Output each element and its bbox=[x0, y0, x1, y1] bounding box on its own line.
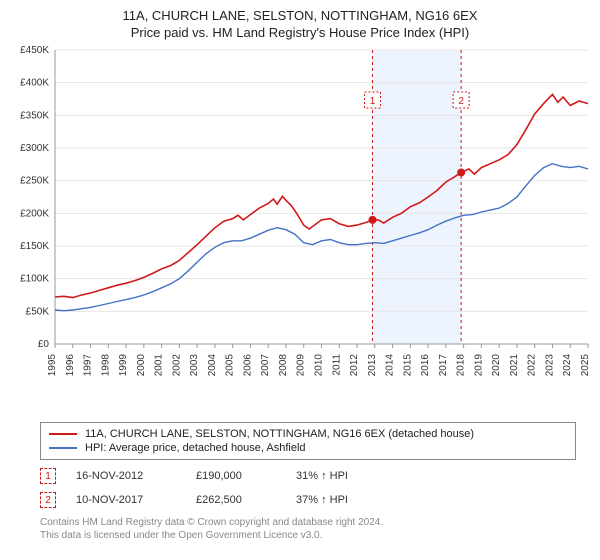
svg-text:1996: 1996 bbox=[65, 354, 76, 377]
svg-text:£300K: £300K bbox=[20, 143, 49, 154]
sale-price: £190,000 bbox=[196, 470, 276, 482]
svg-text:1995: 1995 bbox=[47, 354, 58, 377]
sale-price: £262,500 bbox=[196, 494, 276, 506]
title-line-1: 11A, CHURCH LANE, SELSTON, NOTTINGHAM, N… bbox=[10, 8, 590, 23]
svg-text:£450K: £450K bbox=[20, 45, 49, 56]
svg-text:2018: 2018 bbox=[456, 354, 467, 377]
chart-area: £0 £50K £100K £150K £200K £250K £300K £350K £400… bbox=[0, 44, 600, 414]
sale-row: 2 10-NOV-2017 £262,500 37% ↑ HPI bbox=[40, 488, 576, 512]
svg-text:2000: 2000 bbox=[136, 354, 147, 377]
sale-badge: 1 bbox=[40, 468, 56, 484]
svg-text:2005: 2005 bbox=[225, 354, 236, 377]
legend: 11A, CHURCH LANE, SELSTON, NOTTINGHAM, N… bbox=[40, 422, 576, 460]
svg-text:2014: 2014 bbox=[385, 354, 396, 377]
svg-text:2019: 2019 bbox=[473, 354, 484, 377]
svg-text:£0: £0 bbox=[38, 339, 50, 350]
svg-text:2012: 2012 bbox=[349, 354, 360, 377]
svg-text:2015: 2015 bbox=[402, 354, 413, 377]
svg-text:2017: 2017 bbox=[438, 354, 449, 377]
legend-label: 11A, CHURCH LANE, SELSTON, NOTTINGHAM, N… bbox=[85, 428, 474, 440]
svg-text:1999: 1999 bbox=[118, 354, 129, 377]
footnote: Contains HM Land Registry data © Crown c… bbox=[40, 516, 576, 542]
svg-text:2009: 2009 bbox=[296, 354, 307, 377]
footnote-line: This data is licensed under the Open Gov… bbox=[40, 529, 576, 542]
svg-text:2025: 2025 bbox=[580, 354, 591, 377]
svg-text:£50K: £50K bbox=[26, 306, 50, 317]
title-line-2: Price paid vs. HM Land Registry's House … bbox=[10, 25, 590, 40]
sale-delta: 31% ↑ HPI bbox=[296, 470, 348, 482]
svg-text:£350K: £350K bbox=[20, 110, 49, 121]
svg-text:£150K: £150K bbox=[20, 241, 49, 252]
svg-text:2023: 2023 bbox=[544, 354, 555, 377]
sale-date: 16-NOV-2012 bbox=[76, 470, 176, 482]
line-chart-svg: £0 £50K £100K £150K £200K £250K £300K £350K £400… bbox=[0, 44, 600, 414]
svg-text:2021: 2021 bbox=[509, 354, 520, 377]
legend-swatch-hpi bbox=[49, 447, 77, 449]
svg-text:2016: 2016 bbox=[420, 354, 431, 377]
svg-text:2006: 2006 bbox=[242, 354, 253, 377]
sale-row: 1 16-NOV-2012 £190,000 31% ↑ HPI bbox=[40, 464, 576, 488]
svg-text:1998: 1998 bbox=[100, 354, 111, 377]
svg-text:2020: 2020 bbox=[491, 354, 502, 377]
svg-text:2002: 2002 bbox=[171, 354, 182, 377]
svg-text:£100K: £100K bbox=[20, 274, 49, 285]
legend-item: HPI: Average price, detached house, Ashf… bbox=[49, 441, 567, 455]
svg-text:2: 2 bbox=[458, 96, 464, 107]
svg-text:2011: 2011 bbox=[331, 354, 342, 376]
sale-date: 10-NOV-2017 bbox=[76, 494, 176, 506]
svg-text:2004: 2004 bbox=[207, 354, 218, 377]
svg-text:2022: 2022 bbox=[527, 354, 538, 377]
svg-text:2003: 2003 bbox=[189, 354, 200, 377]
svg-text:£200K: £200K bbox=[20, 208, 49, 219]
sales-table: 1 16-NOV-2012 £190,000 31% ↑ HPI 2 10-NO… bbox=[40, 464, 576, 512]
footnote-line: Contains HM Land Registry data © Crown c… bbox=[40, 516, 576, 529]
legend-swatch-subject bbox=[49, 433, 77, 435]
svg-text:2010: 2010 bbox=[314, 354, 325, 377]
svg-text:£250K: £250K bbox=[20, 176, 49, 187]
svg-text:1: 1 bbox=[370, 96, 376, 107]
svg-text:2024: 2024 bbox=[562, 354, 573, 377]
svg-text:2013: 2013 bbox=[367, 354, 378, 377]
svg-text:2001: 2001 bbox=[154, 354, 165, 377]
sale-badge: 2 bbox=[40, 492, 56, 508]
legend-label: HPI: Average price, detached house, Ashf… bbox=[85, 442, 306, 454]
svg-text:2008: 2008 bbox=[278, 354, 289, 377]
legend-item: 11A, CHURCH LANE, SELSTON, NOTTINGHAM, N… bbox=[49, 427, 567, 441]
sale-delta: 37% ↑ HPI bbox=[296, 494, 348, 506]
svg-text:1997: 1997 bbox=[83, 354, 94, 377]
svg-text:2007: 2007 bbox=[260, 354, 271, 377]
chart-title-block: 11A, CHURCH LANE, SELSTON, NOTTINGHAM, N… bbox=[0, 0, 600, 44]
svg-text:£400K: £400K bbox=[20, 78, 49, 89]
